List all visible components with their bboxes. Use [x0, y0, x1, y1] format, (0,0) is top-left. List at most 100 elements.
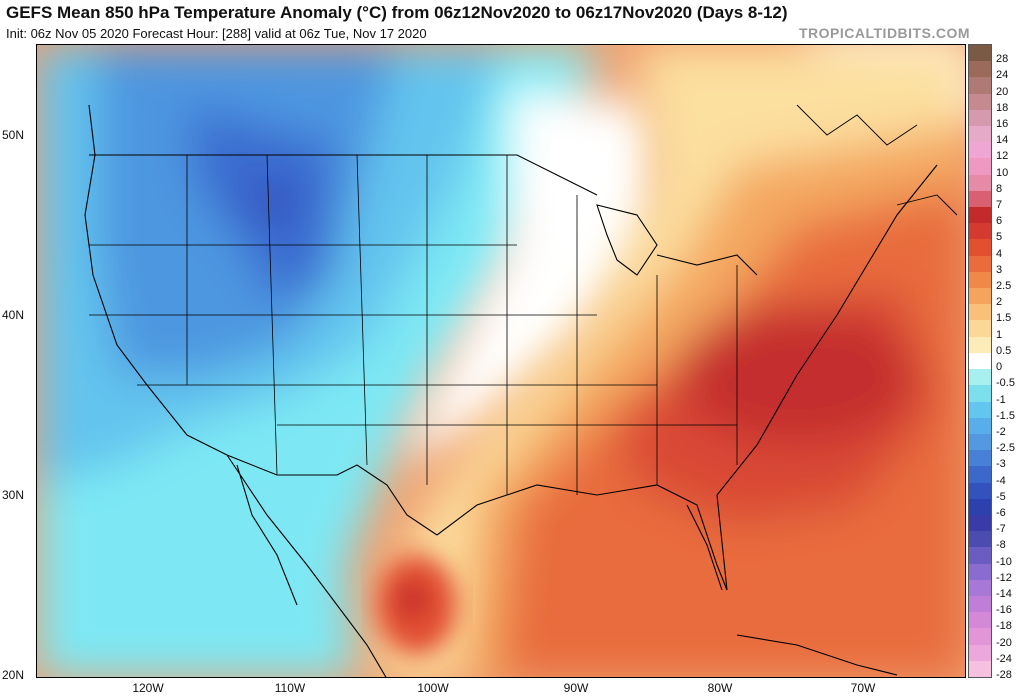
colorbar-tick-label: 2	[996, 296, 1003, 309]
colorbar-cell	[969, 77, 991, 95]
colorbar-cell	[969, 255, 991, 273]
colorbar-tick-label: -6	[996, 506, 1006, 519]
colorbar-tick-label: -1.5	[996, 409, 1015, 422]
colorbar-cell	[969, 660, 991, 678]
map-subtitle: Init: 06z Nov 05 2020 Forecast Hour: [28…	[6, 26, 427, 41]
colorbar-cell	[969, 352, 991, 370]
mexico-coast-line	[226, 454, 387, 677]
west-coast-line	[84, 104, 228, 456]
colorbar-tick-label: 28	[996, 53, 1009, 66]
colorbar-tick-label: -1	[996, 393, 1006, 406]
colorbar-cell	[969, 45, 991, 62]
colorbar-cell	[969, 336, 991, 354]
colorbar-cell	[969, 109, 991, 127]
colorbar-tick-label: 6	[996, 215, 1003, 228]
brand-watermark: TROPICALTIDBITS.COM	[798, 25, 970, 41]
colorbar-tick-label: -16	[996, 604, 1012, 617]
colorbar-cell	[969, 320, 991, 338]
colorbar-tick-label: -28	[996, 669, 1012, 681]
colorbar-cell	[969, 142, 991, 159]
colorbar-tick-label: 4	[996, 247, 1003, 260]
colorbar-tick-label: 8	[996, 182, 1003, 195]
colorbar-cell	[969, 271, 991, 289]
colorbar-tick-label: 16	[996, 118, 1009, 131]
colorbar-tick-label: -2	[996, 425, 1006, 438]
lat-label-50n: 50N	[2, 128, 25, 142]
colorbar-cell	[969, 628, 991, 646]
colorbar-tick-label: 1.5	[996, 312, 1012, 325]
colorbar-cell	[969, 644, 991, 662]
colorbar-tick-label: 3	[996, 263, 1003, 276]
colorbar-cell	[969, 417, 991, 435]
colorbar-tick-label: 10	[996, 166, 1009, 179]
colorbar-tick-label: 2.5	[996, 280, 1012, 293]
lon-label-100w: 100W	[417, 681, 449, 695]
colorbar-cell	[969, 174, 991, 192]
map-title: GEFS Mean 850 hPa Temperature Anomaly (°…	[6, 3, 788, 22]
colorbar-cell	[969, 61, 991, 78]
us-canada-border	[89, 154, 598, 196]
state-parallel-lines	[89, 244, 737, 426]
colorbar-cell	[969, 239, 991, 257]
colorbar-tick-label: -7	[996, 523, 1006, 536]
lon-label-70w: 70W	[850, 681, 876, 695]
colorbar-cell	[969, 563, 991, 581]
colorbar-cell	[969, 482, 991, 500]
colorbar-tick-label: -18	[996, 620, 1012, 633]
colorbar-cell	[969, 158, 991, 176]
mexico-hotspot	[377, 555, 457, 655]
colorbar-cell	[969, 433, 991, 451]
colorbar-cell	[969, 207, 991, 224]
colorbar-tick-label: -14	[996, 587, 1012, 600]
colorbar-tick-label: -20	[996, 636, 1012, 649]
gulf-coast-line	[436, 484, 728, 591]
colorbar-tick-label: 5	[996, 231, 1003, 244]
colorbar-tick-label: -5	[996, 490, 1006, 503]
colorbar-cell	[969, 450, 991, 467]
colorbar-tick-label: 0.5	[996, 344, 1012, 357]
colorbar-cell	[969, 288, 991, 305]
colorbar	[968, 44, 992, 678]
anomaly-map-svg	[37, 45, 965, 677]
florida-outline	[686, 504, 723, 591]
lon-label-120w: 120W	[132, 681, 164, 695]
colorbar-cell	[969, 93, 991, 111]
anomaly-map[interactable]	[36, 44, 966, 678]
colorbar-cell	[969, 595, 991, 613]
colorbar-tick-label: 0	[996, 361, 1003, 374]
colorbar-cell	[969, 498, 991, 516]
colorbar-cell	[969, 190, 991, 208]
colorbar-tick-label: -4	[996, 474, 1006, 487]
colorbar-tick-label: 7	[996, 199, 1003, 212]
colorbar-tick-label: -2.5	[996, 442, 1015, 455]
great-lakes-outline	[596, 204, 658, 276]
colorbar-cell	[969, 612, 991, 629]
colorbar-cell	[969, 304, 991, 321]
lon-label-110w: 110W	[274, 681, 306, 695]
colorbar-cell	[969, 369, 991, 386]
lat-label-20n: 20N	[2, 668, 25, 682]
east-coast-line	[716, 164, 938, 591]
colorbar-cell	[969, 223, 991, 240]
warm-anomaly-layer	[377, 45, 965, 677]
colorbar-tick-label: -10	[996, 555, 1012, 568]
colorbar-cell	[969, 401, 991, 419]
borders	[84, 104, 958, 677]
cuba-outline	[736, 634, 898, 676]
lon-label-90w: 90W	[563, 681, 589, 695]
colorbar-tick-label: -3	[996, 458, 1006, 471]
lat-label-30n: 30N	[2, 488, 25, 502]
lon-label-80w: 80W	[707, 681, 733, 695]
lat-label-40n: 40N	[2, 308, 25, 322]
baja-peninsula	[236, 464, 298, 606]
colorbar-cell	[969, 579, 991, 597]
colorbar-tick-label: 18	[996, 101, 1009, 114]
colorbar-tick-label: 20	[996, 85, 1009, 98]
colorbar-tick-label: -8	[996, 539, 1006, 552]
colorbar-tick-label: 14	[996, 134, 1009, 147]
colorbar-cell	[969, 547, 991, 565]
colorbar-cell	[969, 514, 991, 532]
colorbar-tick-label: 12	[996, 150, 1009, 163]
colorbar-tick-label: -0.5	[996, 377, 1015, 390]
colorbar-cell	[969, 126, 991, 143]
